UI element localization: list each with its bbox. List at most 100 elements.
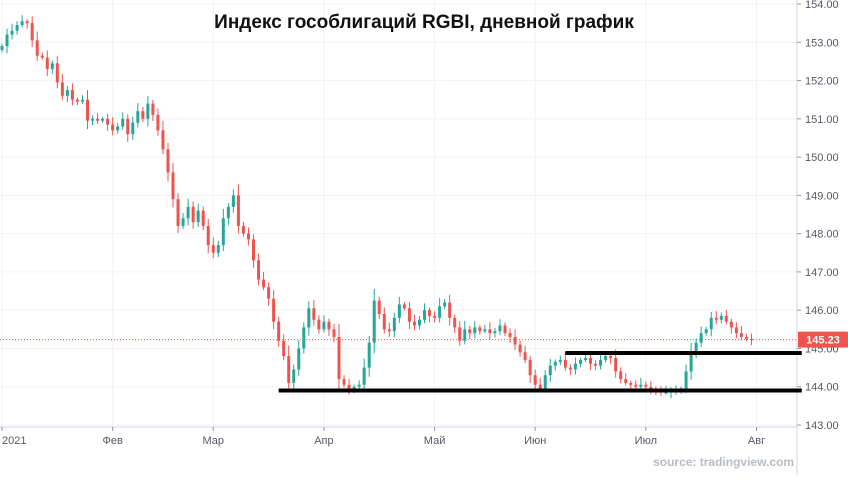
candle-body: [246, 233, 250, 240]
candle: [171, 163, 175, 208]
candle: [30, 16, 34, 48]
x-tick-label: Фев: [102, 435, 122, 447]
candle: [443, 298, 447, 309]
candle: [578, 357, 582, 368]
x-tick-label: Май: [424, 435, 446, 447]
candle: [216, 240, 220, 257]
candle: [20, 15, 24, 28]
candle-body: [483, 329, 487, 332]
candle: [724, 309, 728, 325]
candle-body: [221, 218, 225, 246]
candle-body: [45, 57, 49, 70]
candle: [25, 19, 29, 29]
candle-body: [277, 321, 281, 341]
candle: [407, 302, 411, 330]
candle: [196, 203, 200, 227]
candle: [719, 312, 723, 324]
candle-body: [729, 321, 733, 328]
candle-body: [322, 321, 326, 330]
candle-body: [342, 379, 346, 385]
candle-body: [176, 199, 180, 226]
candle: [176, 193, 180, 234]
candle-body: [443, 302, 447, 307]
candle: [166, 142, 170, 182]
candle: [131, 116, 135, 141]
candle-body: [458, 327, 462, 341]
candle-body: [60, 82, 64, 96]
candle: [387, 322, 391, 337]
candle-body: [372, 300, 376, 343]
candle-body: [508, 333, 512, 337]
candle-body: [583, 358, 587, 360]
candle-body: [548, 365, 552, 376]
candle: [558, 355, 562, 366]
candle: [267, 282, 271, 306]
candle: [573, 357, 577, 375]
candle: [116, 122, 120, 134]
candle: [402, 301, 406, 311]
candle-body: [367, 342, 371, 368]
candle-body: [417, 319, 421, 326]
candle-body: [619, 371, 623, 380]
candle-body: [186, 206, 190, 219]
x-tick-label: Мар: [202, 435, 224, 447]
candle-body: [433, 315, 437, 318]
y-tick-label: 147.00: [805, 267, 839, 279]
candle: [523, 345, 527, 363]
candle-body: [664, 392, 668, 394]
candle-body: [91, 118, 95, 121]
y-tick-label: 151.00: [805, 114, 839, 126]
y-tick-label: 146.00: [805, 305, 839, 317]
candle: [126, 114, 130, 142]
candle-body: [402, 304, 406, 309]
candle-body: [568, 367, 572, 370]
candle-body: [543, 375, 547, 389]
candle-body: [684, 371, 688, 389]
candle-body: [166, 149, 170, 173]
candle-body: [614, 358, 618, 372]
candle: [302, 322, 306, 354]
candle: [121, 112, 125, 130]
chart-title: Индекс гособлигаций RGBI, дневной график: [214, 12, 634, 33]
candle-body: [151, 103, 155, 115]
candle-body: [448, 302, 452, 318]
candle-body: [75, 99, 79, 102]
candle-body: [573, 363, 577, 370]
candle-body: [412, 321, 416, 326]
candle: [604, 353, 608, 363]
candle-body: [70, 90, 74, 100]
candle: [392, 312, 396, 338]
candle-body: [30, 23, 34, 41]
candles: [0, 15, 753, 399]
candle: [40, 52, 44, 60]
candle: [322, 315, 326, 333]
candle: [624, 373, 628, 386]
last-price-label: 145.23: [806, 335, 840, 347]
candle-body: [141, 111, 145, 119]
candle: [739, 326, 743, 341]
candle: [317, 315, 321, 334]
candle-body: [709, 317, 713, 330]
candle-body: [5, 34, 9, 47]
candle: [518, 340, 522, 357]
candle-body: [161, 130, 165, 150]
candle: [503, 322, 507, 337]
candle-body: [327, 321, 331, 330]
candle-body: [121, 118, 125, 127]
candle-body: [699, 333, 703, 343]
candle-body: [292, 369, 296, 383]
last-price-badge: 145.23: [798, 331, 848, 348]
last-price-badge-bg: [798, 331, 848, 348]
candle-body: [553, 361, 557, 366]
x-tick-label: Апр: [314, 435, 333, 447]
candle: [357, 380, 361, 391]
candle: [50, 60, 54, 75]
candle-body: [332, 329, 336, 337]
candle: [448, 294, 452, 326]
candle: [181, 212, 185, 230]
candle-body: [226, 206, 230, 219]
candle: [749, 333, 753, 346]
candle: [644, 381, 648, 389]
candle: [241, 221, 245, 237]
candle: [714, 311, 718, 325]
